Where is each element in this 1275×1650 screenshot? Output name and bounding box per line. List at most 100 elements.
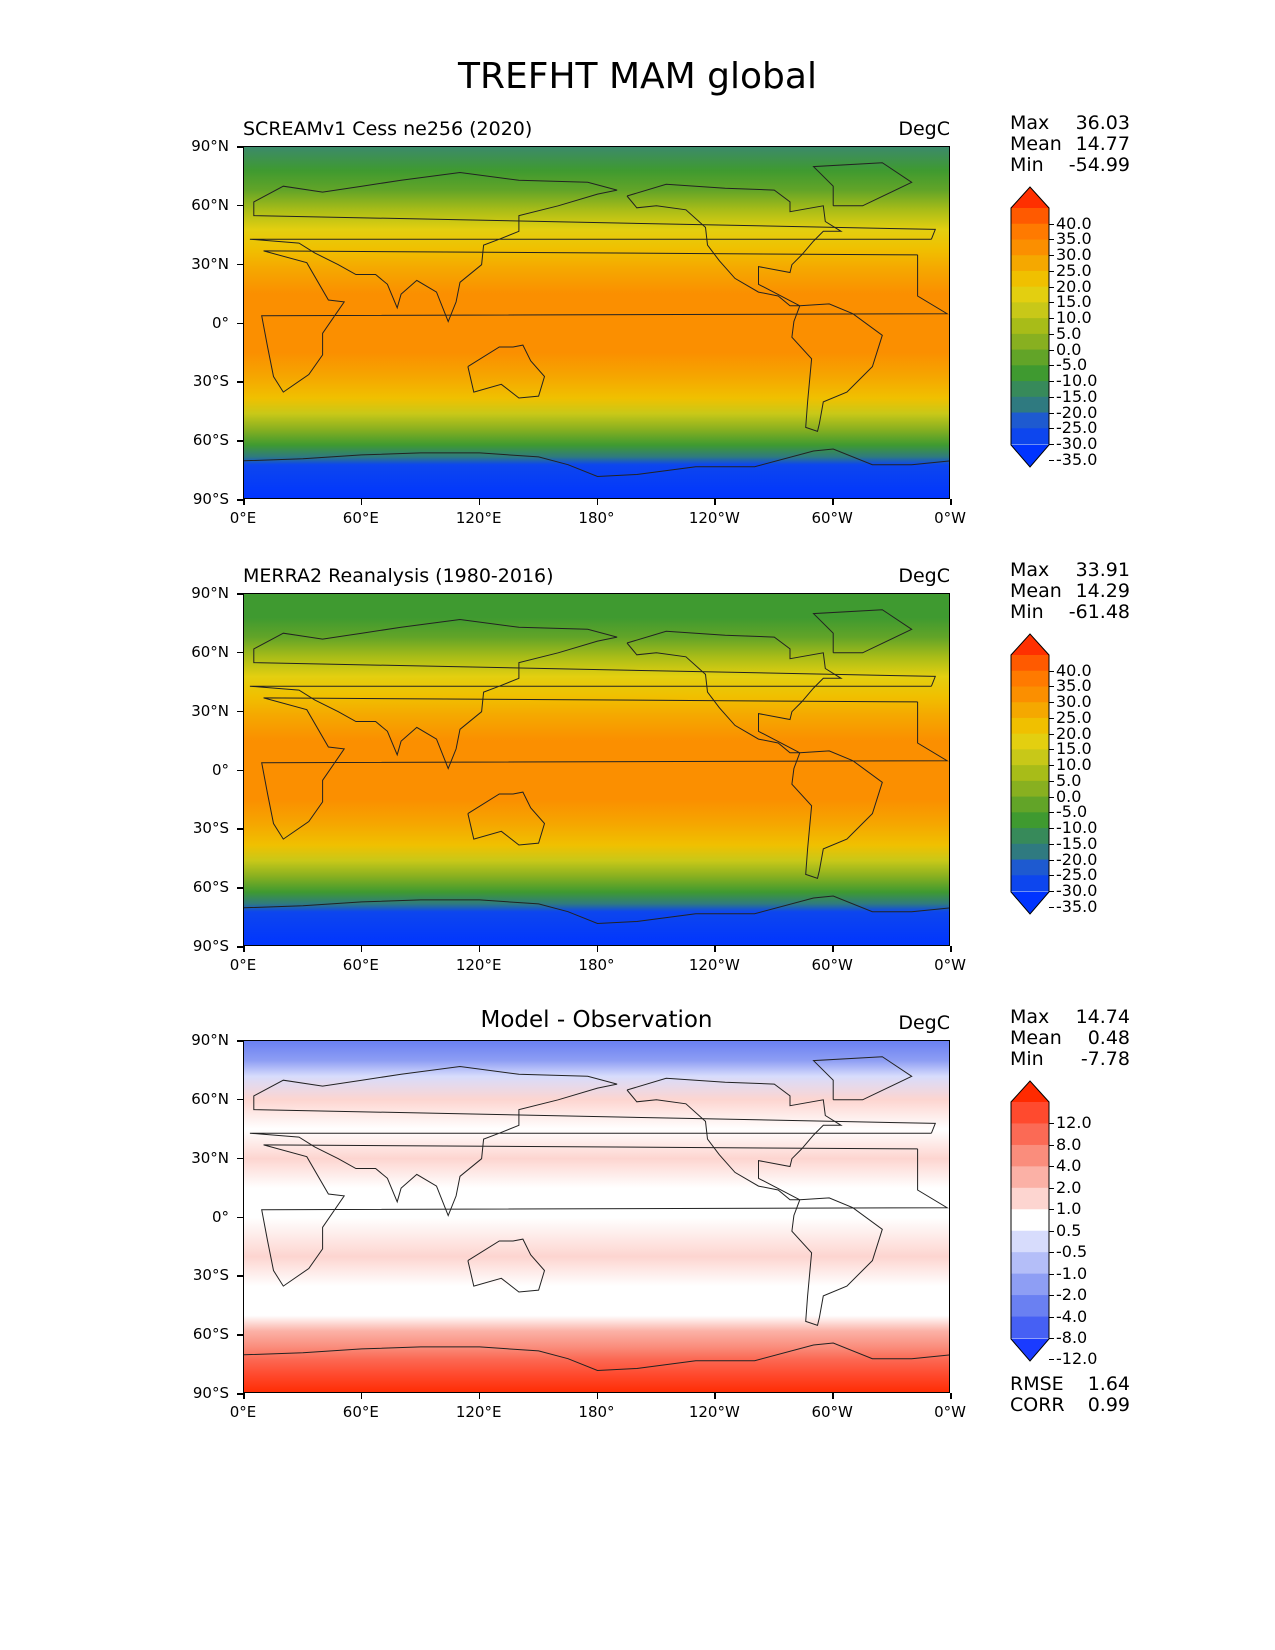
stat-rmse-value: 1.64 (1087, 1373, 1130, 1395)
lat-tick-label: 30°S (192, 819, 229, 838)
lon-tick-label: 120°W (688, 1403, 740, 1421)
colorbar-segment (1011, 780, 1049, 798)
colorbar-segment (1011, 333, 1049, 351)
colorbar-tick-mark (1049, 670, 1054, 672)
lon-tick-mark (243, 499, 245, 505)
colorbar (1010, 1080, 1050, 1362)
lat-tick-mark (237, 828, 243, 830)
lat-tick-label: 30°N (191, 701, 229, 720)
lat-tick-mark (237, 381, 243, 383)
colorbar-tick-mark (1049, 702, 1054, 704)
colorbar-tick-mark (1049, 1359, 1054, 1361)
colorbar-tick-mark (1049, 1144, 1054, 1146)
lat-tick-mark (237, 440, 243, 442)
colorbar-segment (1011, 1316, 1049, 1339)
colorbar-tick-mark (1049, 381, 1054, 383)
lon-tick-mark (478, 946, 481, 952)
colorbar-tick-label: 35.0 (1056, 676, 1092, 696)
colorbar-tick-mark (1049, 349, 1054, 351)
colorbar-segment (1011, 255, 1049, 272)
colorbar-tick-label: -20.0 (1056, 849, 1098, 869)
lon-tick-label: 0°E (229, 509, 257, 527)
colorbar-segment (1011, 843, 1049, 861)
colorbar-segment (1011, 733, 1049, 750)
stat-max-label: Max (1010, 559, 1050, 581)
colorbar-segment (1011, 208, 1049, 225)
coastline (244, 448, 949, 478)
stat-max-value: 36.03 (1075, 112, 1130, 134)
lon-tick-mark (950, 946, 952, 952)
colorbar-tick-label: -2.0 (1056, 1285, 1088, 1305)
panel-title: MERRA2 Reanalysis (1980-2016) (243, 565, 554, 587)
lon-tick-label: 0°E (229, 1403, 257, 1421)
colorbar-tick-label: 40.0 (1056, 213, 1092, 233)
colorbar-tick-mark (1049, 875, 1054, 877)
colorbar-tick-mark (1049, 1209, 1054, 1211)
colorbar-segment (1011, 859, 1049, 876)
stat-mean-label: Mean (1010, 133, 1062, 155)
lat-tick-label: 30°N (191, 254, 229, 273)
colorbar-segment (1011, 1230, 1049, 1253)
colorbar-segment (1011, 765, 1049, 782)
colorbar-segment (1011, 1123, 1049, 1146)
lat-tick-mark (237, 651, 243, 654)
coastline (244, 895, 949, 925)
colorbar-tick-mark (1049, 733, 1054, 735)
colorbar-segment (1011, 828, 1049, 845)
lat-tick-mark (237, 593, 243, 595)
colorbar-tick-mark (1049, 255, 1054, 257)
colorbar-segment (1011, 223, 1049, 241)
lon-tick-mark (243, 946, 245, 952)
colorbar-tick-label: 15.0 (1056, 292, 1092, 312)
colorbar-tick-mark (1049, 812, 1054, 814)
stat-mean-label: Mean (1010, 1027, 1062, 1049)
field-fill (244, 1041, 949, 1392)
lat-tick-label: 0° (211, 313, 229, 332)
colorbar-segment (1011, 239, 1049, 256)
lat-tick-mark (237, 1040, 243, 1042)
lon-tick-label: 60°W (811, 509, 853, 527)
field-fill (244, 147, 949, 498)
colorbar-segment (1011, 286, 1049, 303)
lat-tick-mark (237, 769, 243, 771)
lon-tick-label: 0°E (229, 956, 257, 974)
colorbar-segment (1011, 655, 1049, 672)
coastline (249, 618, 937, 770)
colorbar-segment (1011, 428, 1049, 445)
lat-tick-label: 90°S (192, 490, 229, 508)
lat-tick-label: 90°N (191, 137, 229, 155)
lon-tick-mark (360, 499, 363, 505)
colorbar-tick-label: 0.0 (1056, 786, 1082, 806)
colorbar-tick-label: 25.0 (1056, 260, 1092, 280)
colorbar-outline (1010, 1080, 1050, 1362)
lon-tick-label: 0°W (934, 956, 966, 974)
colorbar-tick-label: 35.0 (1056, 229, 1092, 249)
colorbar-segment (1011, 270, 1049, 288)
coastline (467, 1238, 546, 1293)
colorbar-segment (1011, 875, 1049, 892)
colorbar-tick-label: -20.0 (1056, 402, 1098, 422)
stat-max-label: Max (1010, 112, 1050, 134)
lat-tick-label: 90°N (191, 584, 229, 602)
stat-min-label: Min (1010, 601, 1044, 623)
colorbar-segment (1011, 1166, 1049, 1189)
lon-tick-label: 120°W (688, 956, 740, 974)
colorbar-tick-mark (1049, 843, 1054, 845)
lat-tick-label: 0° (211, 1207, 229, 1226)
colorbar-tick-label: -12.0 (1056, 1349, 1098, 1369)
lat-tick-mark (237, 1098, 243, 1101)
lat-tick-label: 90°N (191, 1031, 229, 1049)
stat-mean-value: 14.77 (1075, 133, 1130, 155)
coastline (261, 697, 949, 840)
colorbar-tick-label: 8.0 (1056, 1134, 1082, 1154)
colorbar-tick-mark (1049, 749, 1054, 751)
stat-corr-label: CORR (1010, 1394, 1065, 1416)
lat-tick-mark (237, 263, 243, 266)
coastline (812, 609, 913, 654)
lat-tick-mark (237, 710, 243, 713)
lat-tick-label: 30°N (191, 1148, 229, 1167)
colorbar-tick-mark (1049, 302, 1054, 304)
colorbar-tick-mark (1049, 717, 1054, 719)
colorbar-segment (1011, 412, 1049, 429)
lon-tick-mark (596, 946, 598, 952)
